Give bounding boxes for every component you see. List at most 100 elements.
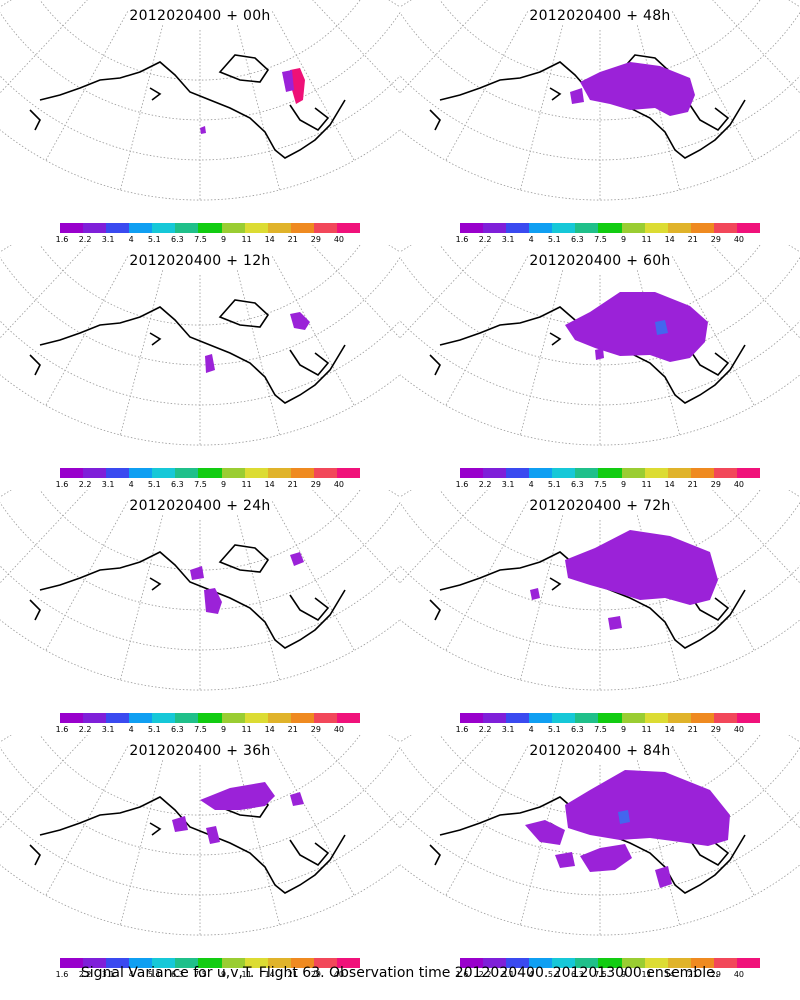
- legend-label: 29: [310, 970, 321, 979]
- legend-label: 1.6: [455, 480, 469, 489]
- legend-swatch: [221, 958, 245, 968]
- legend-label: 7.5: [594, 235, 607, 244]
- map-panel: 2012020400 + 24h 1.6 2.2 3.1 4 5.1 6.3 7.5 9 11 14…: [0, 490, 400, 735]
- legend-labels: 1.6 2.2 3.1 4 5.1 6.3 7.5 9 11 14 21 29 40: [56, 725, 360, 736]
- legend-label: 2.2: [78, 725, 92, 734]
- legend-label: 29: [710, 480, 721, 489]
- legend-swatch: [690, 713, 714, 723]
- panel-title: 2012020400 + 12h: [129, 253, 271, 269]
- polar-map: [400, 735, 800, 936]
- legend-label: 3.1: [501, 725, 515, 734]
- coastline: [29, 789, 346, 894]
- legend-swatch: [60, 468, 84, 478]
- lat-lon-grid: [400, 490, 800, 691]
- panel-title: 2012020400 + 48h: [529, 8, 671, 24]
- legend-swatch: [152, 713, 176, 723]
- map-panel: 2012020400 + 72h 1.6 2.2 3.1 4 5.1 6.3 7.5 9 11 14…: [400, 490, 800, 735]
- legend-label: 3.1: [101, 235, 115, 244]
- legend-label: 9: [620, 480, 627, 489]
- coastline: [429, 54, 746, 159]
- legend-swatch: [667, 713, 691, 723]
- legend-swatch: [598, 958, 622, 968]
- legend-swatch: [198, 468, 222, 478]
- lat-lon-grid: [0, 490, 400, 691]
- variance-region: [200, 126, 206, 134]
- legend-labels: 1.6 2.2 3.1 4 5.1 6.3 7.5 9 11 14 21 29 40: [456, 480, 760, 491]
- legend-swatch: [129, 468, 153, 478]
- legend-swatch: [336, 713, 361, 723]
- coastline: [29, 299, 346, 404]
- legend-label: 29: [310, 480, 321, 489]
- legend-label: 14: [264, 970, 275, 979]
- variance-region: [655, 866, 672, 888]
- legend-swatch: [460, 713, 484, 723]
- legend-swatch: [267, 468, 291, 478]
- legend-swatch: [598, 468, 622, 478]
- legend-swatch: [575, 958, 599, 968]
- variance-region: [580, 62, 695, 116]
- legend-swatch: [175, 223, 199, 233]
- legend-swatch: [621, 468, 645, 478]
- legend-label: 2.2: [478, 970, 492, 979]
- map-panel: 2012020400 + 84h 1.6 2.2 3.1 4 5.1 6.3 7.5 9 11 14…: [400, 735, 800, 980]
- legend-label: 6.3: [571, 480, 584, 489]
- legend-label: 7.5: [194, 725, 207, 734]
- variance-region: [565, 770, 730, 846]
- legend-swatch: [313, 713, 337, 723]
- legend-swatch: [506, 958, 530, 968]
- legend-label: 2.2: [78, 970, 92, 979]
- legend-colorbar: [60, 713, 361, 723]
- legend-swatch: [152, 223, 176, 233]
- color-legend: 1.6 2.2 3.1 4 5.1 6.3 7.5 9 11 14 21 29 40: [456, 713, 762, 738]
- legend-swatch: [552, 958, 576, 968]
- legend-colorbar: [460, 958, 761, 968]
- variance-region: [204, 588, 222, 614]
- legend-swatch: [336, 958, 361, 968]
- legend-colorbar: [60, 223, 361, 233]
- legend-swatch: [152, 958, 176, 968]
- legend-label: 14: [664, 725, 675, 734]
- variance-shading: [205, 312, 310, 373]
- variance-region: [205, 354, 215, 373]
- legend-swatch: [106, 468, 130, 478]
- legend-label: 2.2: [478, 235, 492, 244]
- legend-label: 11: [241, 725, 252, 734]
- legend-label: 1.6: [455, 725, 469, 734]
- legend-label: 4: [528, 970, 534, 979]
- legend-swatch: [198, 958, 222, 968]
- legend-label: 11: [241, 480, 252, 489]
- variance-shading: [530, 530, 718, 630]
- legend-swatch: [106, 223, 130, 233]
- legend-swatch: [690, 958, 714, 968]
- polar-map: [0, 490, 400, 691]
- legend-swatch: [83, 223, 107, 233]
- variance-shading: [570, 62, 695, 116]
- legend-label: 6.3: [571, 235, 584, 244]
- legend-swatch: [129, 713, 153, 723]
- map-panel: 2012020400 + 00h 1.6 2.2 3.1 4 5.1 6.3 7.5 9 11 14…: [0, 0, 400, 245]
- variance-region: [290, 792, 304, 806]
- legend-swatch: [83, 958, 107, 968]
- legend-swatch: [575, 713, 599, 723]
- legend-swatch: [506, 713, 530, 723]
- legend-label: 11: [641, 480, 652, 489]
- legend-swatch: [313, 468, 337, 478]
- legend-label: 2.2: [478, 480, 492, 489]
- legend-label: 1.6: [55, 235, 69, 244]
- color-legend: 1.6 2.2 3.1 4 5.1 6.3 7.5 9 11 14 21 29 40: [456, 958, 762, 983]
- legend-label: 11: [641, 235, 652, 244]
- variance-region: [172, 816, 188, 832]
- legend-label: 1.6: [55, 970, 69, 979]
- legend-label: 4: [528, 725, 534, 734]
- variance-region: [595, 348, 604, 360]
- legend-labels: 1.6 2.2 3.1 4 5.1 6.3 7.5 9 11 14 21 29 40: [456, 725, 760, 736]
- variance-region: [565, 292, 708, 362]
- panel-title: 2012020400 + 36h: [129, 743, 271, 759]
- legend-label: 4: [528, 480, 534, 489]
- variance-region: [282, 70, 294, 92]
- legend-swatch: [529, 223, 553, 233]
- legend-swatch: [60, 713, 84, 723]
- legend-colorbar: [60, 958, 361, 968]
- legend-swatch: [106, 713, 130, 723]
- legend-swatch: [529, 958, 553, 968]
